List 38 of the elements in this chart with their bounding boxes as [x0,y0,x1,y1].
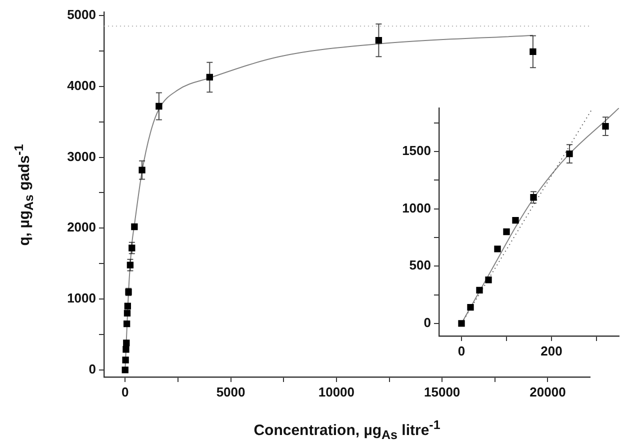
point [156,102,162,110]
y-tick-label: 2000 [67,220,96,235]
point [123,320,130,328]
x-axis-title: Concentration, µg$_{As}$ litre$^{-1}$ [254,418,440,442]
y-tick-label: 500 [409,258,431,273]
y-tick-label: 4000 [67,78,96,93]
x-tick-label: 200 [540,343,562,358]
y-tick-label: 0 [424,314,431,330]
point [485,276,492,284]
y-tick-label: 1500 [402,143,431,158]
x-tick-label: 20000 [530,384,566,400]
point [458,320,465,327]
point [124,310,131,317]
point [122,356,129,364]
point [122,346,130,353]
point [494,246,501,252]
point [138,166,146,174]
point [566,150,573,158]
point [512,216,519,224]
y-tick-label: 1000 [67,290,96,306]
point [123,340,130,346]
point [530,48,536,56]
point [122,366,128,374]
y-tick-label: 0 [88,361,96,376]
y-tick-label: 1000 [402,200,431,216]
point [530,194,537,201]
point [476,286,483,294]
point [602,123,609,130]
point [467,304,474,311]
y-tick-label: 5000 [67,7,96,22]
x-tick-label: 15000 [424,384,460,400]
point [131,223,138,230]
x-tick-label: 5000 [216,384,246,400]
y-tick-label: 3000 [67,148,96,164]
x-tick-label: 0 [122,384,129,400]
point [503,228,510,236]
point [124,302,131,310]
x-tick-label: 10000 [318,384,355,400]
